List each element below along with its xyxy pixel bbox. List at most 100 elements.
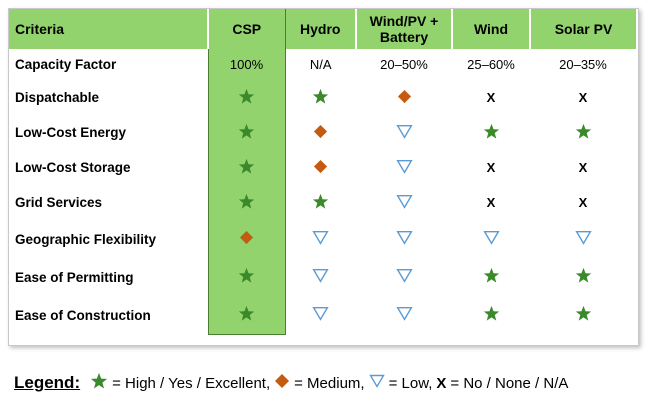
- legend-medium: = Medium,: [274, 373, 365, 393]
- cell-hydro: [285, 185, 356, 220]
- x-mark-icon: X: [578, 195, 588, 210]
- table-row: Low-Cost Energy: [9, 115, 636, 150]
- cell-solar-pv: X: [530, 185, 636, 220]
- criteria-label: Dispatchable: [15, 90, 100, 105]
- legend-low: = Low,: [368, 374, 433, 392]
- triangle-down-icon: [312, 306, 329, 321]
- table-row: Dispatchable X X: [9, 80, 636, 115]
- cell-wind-pv-battery: [356, 150, 452, 185]
- star-icon: [238, 88, 255, 105]
- triangle-down-icon: [395, 268, 413, 283]
- cell-wind-pv-battery: [356, 115, 452, 150]
- cell-wind-pv-battery: [356, 296, 452, 335]
- criteria-label: Ease of Construction: [15, 307, 151, 323]
- star-icon: [483, 267, 500, 284]
- triangle-down-icon: [395, 306, 413, 321]
- diamond-icon: [397, 89, 412, 104]
- table-row: Ease of Permitting: [9, 258, 636, 296]
- diamond-icon: [274, 373, 294, 393]
- table-frame: [8, 8, 639, 346]
- triangle-down-icon: [395, 194, 413, 209]
- triangle-down-icon: [395, 230, 413, 245]
- cell-wind: [452, 296, 530, 335]
- cell-wind-pv-battery: [356, 220, 452, 258]
- cell-solar-pv: X: [530, 150, 636, 185]
- header-csp: CSP: [207, 9, 286, 49]
- header-criteria: Criteria: [9, 9, 209, 49]
- legend-low-label: = Low,: [388, 374, 433, 392]
- star-icon: [238, 305, 255, 322]
- legend-medium-label: = Medium,: [294, 374, 365, 392]
- legend-no: X = No / None / N/A: [436, 375, 568, 392]
- legend-no-label: = No / None / N/A: [450, 374, 569, 392]
- cell-solar-pv: [530, 296, 636, 335]
- cell-csp: [207, 296, 286, 335]
- cell-csp: [207, 258, 286, 296]
- cell-wind: X: [452, 185, 530, 220]
- cell-solar-pv: [530, 220, 636, 258]
- comparison-table: Criteria CSP Hydro Wind/PV + Battery Win…: [9, 9, 636, 335]
- star-icon: [90, 372, 112, 394]
- header-solar-pv: Solar PV: [530, 9, 636, 49]
- star-icon: [238, 123, 255, 140]
- cell-csp: [207, 115, 286, 150]
- table-row: Grid Services X X: [9, 185, 636, 220]
- cell-hydro: [285, 80, 356, 115]
- cell-solar-pv: [530, 258, 636, 296]
- cell-solar-pv: X: [530, 80, 636, 115]
- triangle-down-icon: [312, 230, 329, 245]
- legend-high: = High / Yes / Excellent,: [90, 372, 270, 394]
- cell-wind-pv-battery: [356, 80, 452, 115]
- legend: Legend: = High / Yes / Excellent, = Medi…: [14, 372, 572, 394]
- legend-title: Legend:: [14, 373, 81, 392]
- cell-wind: 25–60%: [467, 57, 515, 72]
- cell-csp: [207, 220, 286, 258]
- cell-wind: [452, 115, 530, 150]
- x-mark-icon: X: [486, 195, 496, 210]
- x-mark-icon: X: [578, 160, 588, 175]
- table-row: Ease of Construction: [9, 296, 636, 335]
- cell-hydro: [285, 220, 356, 258]
- triangle-down-icon: [395, 159, 413, 174]
- triangle-down-icon: [368, 374, 389, 392]
- header-wind-pv-battery: Wind/PV + Battery: [356, 9, 453, 49]
- header-hydro: Hydro: [285, 9, 357, 49]
- cell-csp: [207, 80, 286, 115]
- cell-csp: 100%: [207, 49, 286, 80]
- criteria-label: Low-Cost Storage: [15, 160, 131, 175]
- table-row: Capacity Factor 100% N/A 20–50% 25–60% 20–35%: [9, 49, 636, 80]
- cell-wind-pv-battery: [356, 185, 452, 220]
- diamond-icon: [313, 124, 328, 139]
- cell-wind-pv-battery: [356, 258, 452, 296]
- cell-hydro: [285, 115, 356, 150]
- star-icon: [575, 123, 592, 140]
- triangle-down-icon: [395, 124, 413, 139]
- cell-hydro: [285, 296, 356, 335]
- cell-solar-pv: [530, 115, 636, 150]
- cell-hydro: [285, 258, 356, 296]
- cell-wind: [452, 220, 530, 258]
- x-mark-icon: X: [578, 90, 588, 105]
- star-icon: [483, 123, 500, 140]
- table-row: Geographic Flexibility: [9, 220, 636, 258]
- star-icon: [312, 88, 329, 105]
- triangle-down-icon: [482, 230, 500, 245]
- table-row: Low-Cost Storage X X: [9, 150, 636, 185]
- star-icon: [312, 193, 329, 210]
- triangle-down-icon: [574, 230, 592, 245]
- diamond-icon: [313, 159, 328, 174]
- header-wind: Wind: [452, 9, 531, 49]
- cell-wind: X: [452, 80, 530, 115]
- cell-solar-pv: 20–35%: [559, 57, 607, 72]
- x-mark-icon: X: [436, 374, 447, 392]
- diamond-icon: [239, 230, 254, 245]
- star-icon: [238, 267, 255, 284]
- legend-high-label: = High / Yes / Excellent,: [112, 374, 271, 392]
- criteria-label: Low-Cost Energy: [15, 125, 127, 140]
- x-mark-icon: X: [486, 160, 496, 175]
- header-row: Criteria CSP Hydro Wind/PV + Battery Win…: [9, 9, 636, 49]
- star-icon: [483, 305, 500, 322]
- cell-wind: X: [452, 150, 530, 185]
- cell-csp: [207, 185, 286, 220]
- cell-wind-pv-battery: 20–50%: [380, 57, 428, 72]
